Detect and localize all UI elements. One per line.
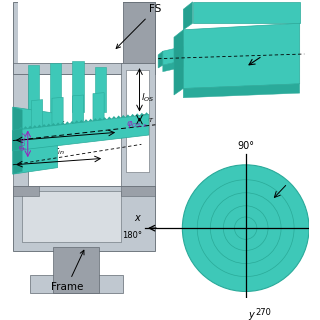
Polygon shape bbox=[53, 247, 100, 293]
Polygon shape bbox=[98, 118, 102, 120]
Polygon shape bbox=[23, 126, 28, 129]
Polygon shape bbox=[13, 186, 39, 196]
Text: 90°: 90° bbox=[240, 5, 257, 15]
Bar bbox=[95, 67, 106, 112]
Polygon shape bbox=[121, 63, 155, 186]
Polygon shape bbox=[51, 123, 56, 126]
Polygon shape bbox=[46, 124, 51, 126]
Polygon shape bbox=[79, 120, 84, 123]
Polygon shape bbox=[183, 84, 300, 98]
Polygon shape bbox=[37, 124, 42, 127]
Polygon shape bbox=[13, 129, 22, 151]
Polygon shape bbox=[163, 60, 183, 72]
Text: $l_{OT}$: $l_{OT}$ bbox=[141, 113, 155, 125]
Polygon shape bbox=[116, 116, 121, 118]
Polygon shape bbox=[22, 191, 121, 242]
Polygon shape bbox=[163, 47, 183, 65]
Polygon shape bbox=[183, 23, 300, 88]
Polygon shape bbox=[158, 51, 163, 68]
Polygon shape bbox=[74, 120, 79, 123]
Bar bbox=[50, 63, 61, 112]
Polygon shape bbox=[88, 119, 93, 122]
Polygon shape bbox=[60, 122, 65, 125]
Text: $\varphi_{OS,z}$: $\varphi_{OS,z}$ bbox=[19, 131, 29, 151]
Polygon shape bbox=[121, 186, 155, 196]
Polygon shape bbox=[140, 113, 144, 116]
Text: $x$: $x$ bbox=[134, 213, 142, 223]
Text: $y$: $y$ bbox=[248, 310, 257, 320]
Polygon shape bbox=[123, 2, 155, 63]
Polygon shape bbox=[102, 117, 107, 120]
Text: $l_{OS}$: $l_{OS}$ bbox=[141, 92, 155, 104]
Polygon shape bbox=[13, 75, 28, 186]
Polygon shape bbox=[183, 2, 193, 30]
Polygon shape bbox=[19, 127, 23, 130]
Polygon shape bbox=[135, 113, 140, 116]
Polygon shape bbox=[32, 125, 37, 128]
Polygon shape bbox=[13, 186, 155, 252]
Polygon shape bbox=[126, 70, 149, 172]
Text: $r_{in}$: $r_{in}$ bbox=[54, 146, 65, 157]
Polygon shape bbox=[65, 121, 70, 124]
Polygon shape bbox=[52, 97, 63, 129]
Circle shape bbox=[182, 165, 309, 292]
Polygon shape bbox=[28, 126, 32, 128]
Polygon shape bbox=[13, 63, 155, 75]
Polygon shape bbox=[174, 30, 183, 95]
Polygon shape bbox=[84, 119, 88, 122]
Polygon shape bbox=[70, 121, 74, 124]
Text: Frame: Frame bbox=[51, 250, 84, 292]
Polygon shape bbox=[107, 116, 112, 119]
Polygon shape bbox=[13, 107, 58, 174]
Polygon shape bbox=[30, 275, 123, 293]
Polygon shape bbox=[13, 115, 149, 151]
Polygon shape bbox=[42, 124, 46, 127]
Polygon shape bbox=[93, 118, 98, 121]
Polygon shape bbox=[72, 95, 84, 128]
Bar bbox=[28, 65, 39, 112]
Text: FS: FS bbox=[116, 4, 161, 48]
Polygon shape bbox=[121, 115, 125, 118]
Polygon shape bbox=[13, 107, 22, 174]
Polygon shape bbox=[144, 112, 149, 115]
Polygon shape bbox=[193, 2, 300, 23]
Polygon shape bbox=[31, 100, 43, 130]
Bar bbox=[72, 61, 84, 112]
Polygon shape bbox=[130, 114, 135, 117]
Polygon shape bbox=[56, 123, 60, 125]
Polygon shape bbox=[19, 2, 123, 63]
Polygon shape bbox=[13, 2, 155, 75]
Polygon shape bbox=[125, 115, 130, 117]
Text: 180°: 180° bbox=[122, 231, 142, 240]
Text: $r_{out}$: $r_{out}$ bbox=[59, 119, 75, 130]
Text: 270: 270 bbox=[255, 308, 271, 317]
Text: 90°: 90° bbox=[237, 141, 254, 151]
Polygon shape bbox=[93, 93, 104, 126]
Polygon shape bbox=[112, 116, 116, 119]
Text: $\varphi_{OS,x}$: $\varphi_{OS,x}$ bbox=[126, 120, 149, 130]
